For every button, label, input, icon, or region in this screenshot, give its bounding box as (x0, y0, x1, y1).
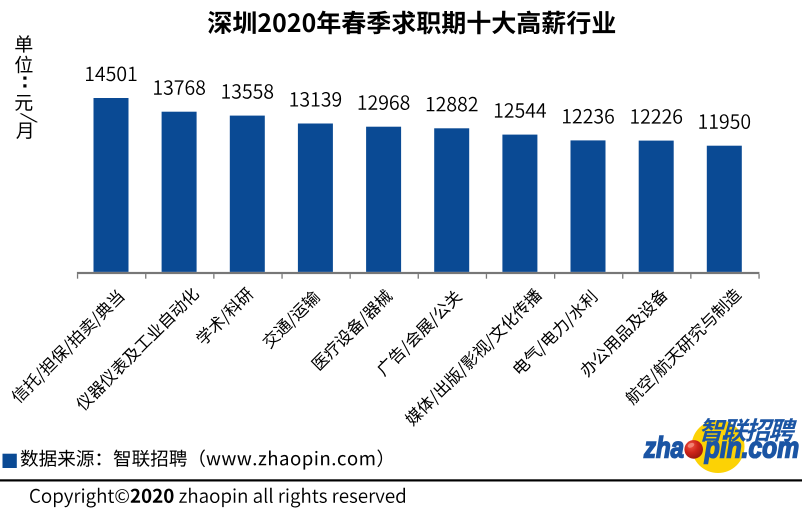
svg-text:pin.com: pin.com (704, 430, 799, 464)
svg-text:zha: zha (643, 430, 684, 464)
